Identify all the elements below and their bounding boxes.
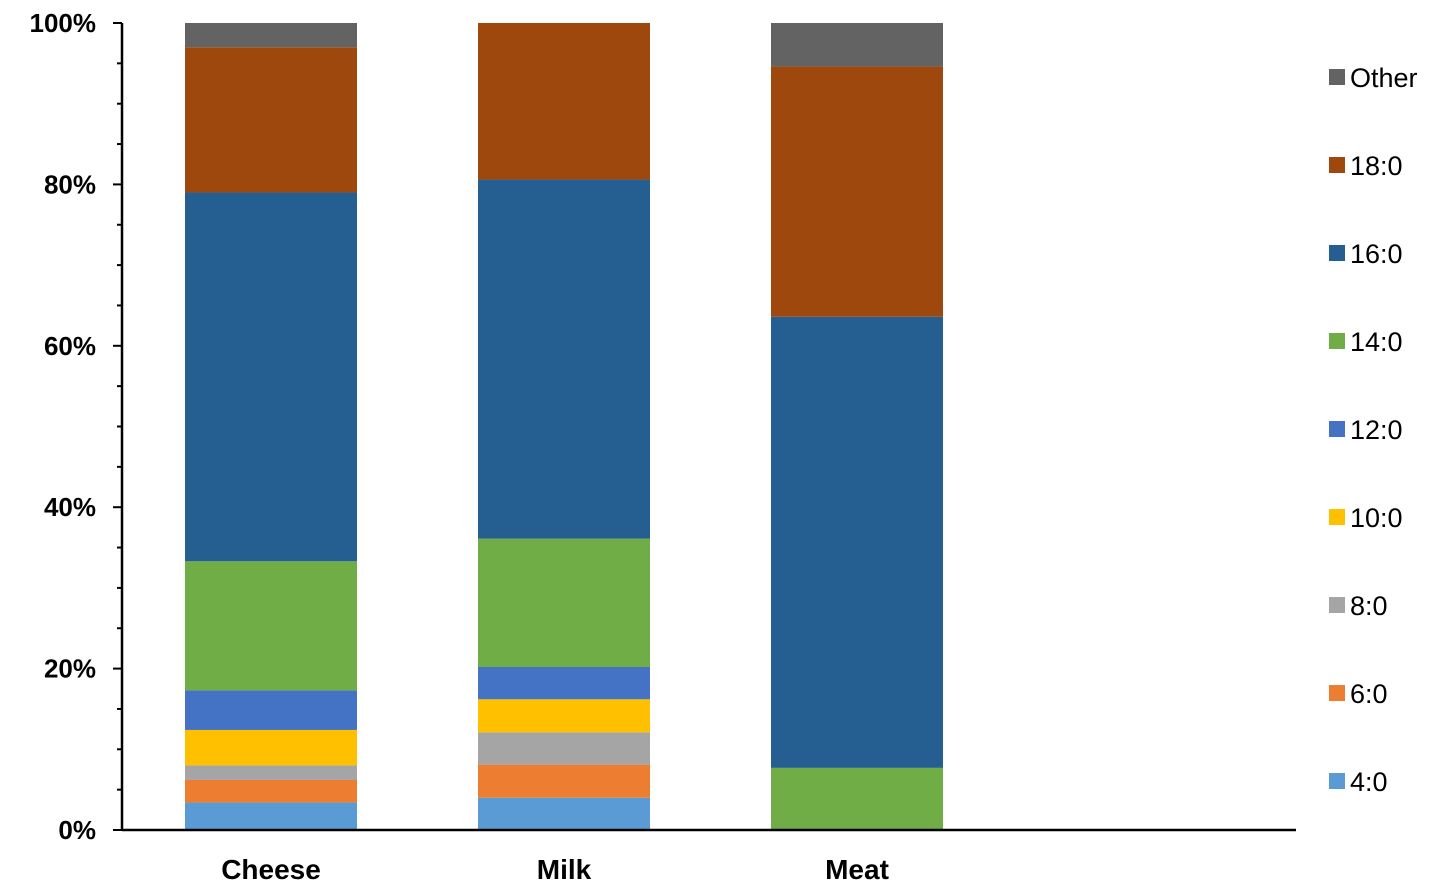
bar-segment-cheese-10-0 bbox=[185, 729, 357, 766]
bar-segment-milk-14-0 bbox=[478, 538, 650, 667]
bars-layer bbox=[185, 23, 943, 830]
y-tick-label: 80% bbox=[44, 169, 96, 199]
y-tick-label: 0% bbox=[58, 815, 96, 845]
legend-item: Other bbox=[1329, 63, 1418, 93]
legend-label: 12:0 bbox=[1350, 415, 1403, 445]
legend-label: 6:0 bbox=[1350, 679, 1388, 709]
legend-item: 4:0 bbox=[1329, 767, 1388, 797]
legend-item: 12:0 bbox=[1329, 415, 1403, 445]
bar-segment-milk-8-0 bbox=[478, 732, 650, 765]
bar-segment-meat-18-0 bbox=[771, 66, 943, 317]
bar-segment-milk-18-0 bbox=[478, 23, 650, 180]
legend-label: 16:0 bbox=[1350, 239, 1403, 269]
bar-segment-cheese-16-0 bbox=[185, 192, 357, 562]
x-category-label: Milk bbox=[537, 854, 592, 885]
legend-swatch bbox=[1329, 773, 1345, 789]
legend-swatch bbox=[1329, 69, 1345, 85]
bar-segment-meat-other bbox=[771, 23, 943, 67]
legend-item: 16:0 bbox=[1329, 239, 1403, 269]
bar-segment-cheese-6-0 bbox=[185, 779, 357, 803]
legend-item: 8:0 bbox=[1329, 591, 1388, 621]
x-category-label: Cheese bbox=[221, 854, 321, 885]
labels-layer: 0% 20% 40% 60% 80% 100% Cheese Milk Meat bbox=[30, 8, 889, 885]
legend-label: 18:0 bbox=[1350, 151, 1403, 181]
bar-segment-cheese-8-0 bbox=[185, 765, 357, 780]
bar-segment-milk-4-0 bbox=[478, 797, 650, 830]
bar-segment-cheese-14-0 bbox=[185, 561, 357, 691]
bar-segment-milk-10-0 bbox=[478, 699, 650, 733]
axes-layer bbox=[113, 22, 1296, 832]
bar-segment-milk-12-0 bbox=[478, 666, 650, 700]
y-tick-label: 100% bbox=[30, 8, 97, 38]
bar-segment-meat-14-0 bbox=[771, 767, 943, 830]
legend-label: 14:0 bbox=[1350, 327, 1403, 357]
legend-swatch bbox=[1329, 597, 1345, 613]
legend-label: 10:0 bbox=[1350, 503, 1403, 533]
legend-label: Other bbox=[1350, 63, 1418, 93]
legend-item: 18:0 bbox=[1329, 151, 1403, 181]
y-tick-label: 60% bbox=[44, 331, 96, 361]
legend: Other 18:0 16:0 14:0 12:0 10:0 8:0 6:0 4:0 bbox=[1329, 63, 1418, 797]
bar-segment-cheese-18-0 bbox=[185, 47, 357, 193]
legend-item: 10:0 bbox=[1329, 503, 1403, 533]
legend-swatch bbox=[1329, 333, 1345, 349]
y-tick-label: 40% bbox=[44, 492, 96, 522]
legend-swatch bbox=[1329, 245, 1345, 261]
legend-swatch bbox=[1329, 509, 1345, 525]
legend-label: 4:0 bbox=[1350, 767, 1388, 797]
legend-label: 8:0 bbox=[1350, 591, 1388, 621]
legend-swatch bbox=[1329, 685, 1345, 701]
bar-segment-cheese-4-0 bbox=[185, 802, 357, 830]
bar-segment-milk-6-0 bbox=[478, 764, 650, 798]
bar-segment-meat-16-0 bbox=[771, 316, 943, 768]
bar-segment-cheese-other bbox=[185, 23, 357, 48]
legend-item: 6:0 bbox=[1329, 679, 1388, 709]
legend-swatch bbox=[1329, 157, 1345, 173]
bar-segment-cheese-12-0 bbox=[185, 690, 357, 730]
bar-segment-milk-16-0 bbox=[478, 179, 650, 539]
x-category-label: Meat bbox=[825, 854, 889, 885]
legend-item: 14:0 bbox=[1329, 327, 1403, 357]
legend-swatch bbox=[1329, 421, 1345, 437]
y-tick-label: 20% bbox=[44, 654, 96, 684]
